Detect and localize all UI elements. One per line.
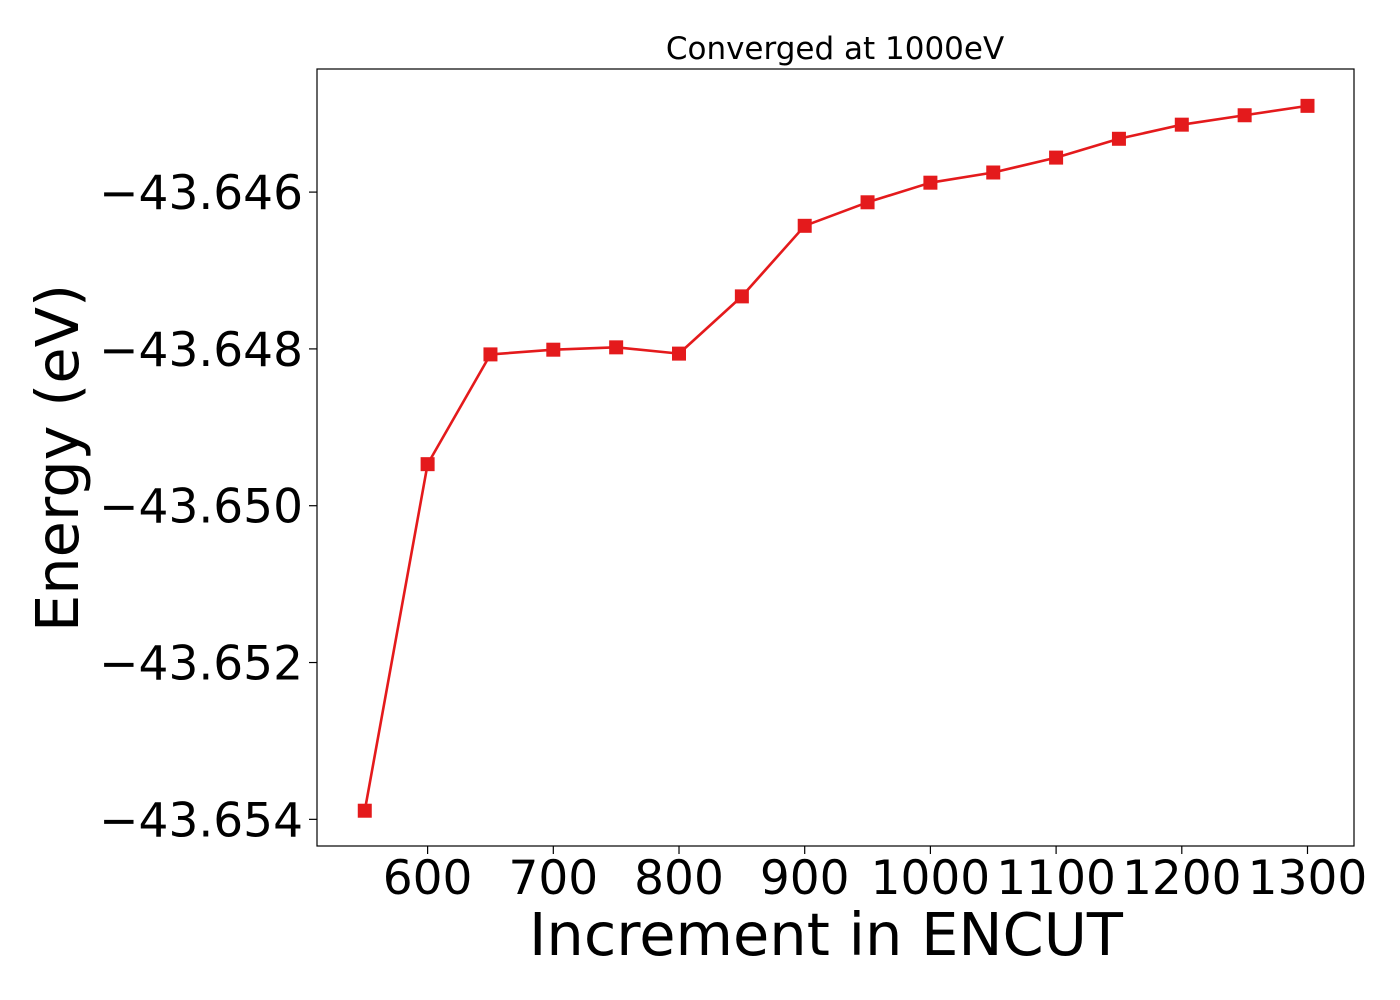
series-line xyxy=(363,104,1308,811)
data-point-marker xyxy=(1174,117,1189,132)
data-point-marker xyxy=(734,289,749,304)
plot-marks xyxy=(357,98,1315,818)
plot-frame xyxy=(316,68,1355,847)
data-point-marker xyxy=(1300,98,1315,113)
x-tick-label: 1100 xyxy=(996,851,1116,906)
data-point-marker xyxy=(1049,150,1064,165)
data-point-marker xyxy=(1111,131,1126,146)
data-point-marker xyxy=(483,347,498,362)
y-axis: −43.646 −43.648 −43.650 −43.652 −43.654 xyxy=(99,166,317,848)
y-tick-label: −43.646 xyxy=(99,166,303,221)
x-tick-label: 1200 xyxy=(1122,851,1242,906)
data-point-marker xyxy=(357,803,372,818)
data-point-marker xyxy=(420,457,435,472)
chart-title: Converged at 1000eV xyxy=(666,31,1004,67)
x-tick-label: 800 xyxy=(634,851,724,906)
y-tick-label: −43.652 xyxy=(99,637,303,692)
data-point-marker xyxy=(797,218,812,233)
x-tick-label: 1000 xyxy=(871,851,991,906)
y-tick-label: −43.650 xyxy=(99,480,303,535)
x-axis-title: Increment in ENCUT xyxy=(529,900,1124,969)
y-tick-label: −43.654 xyxy=(99,793,303,848)
x-tick-label: 1300 xyxy=(1248,851,1368,906)
data-point-marker xyxy=(1237,108,1252,123)
data-point-marker xyxy=(860,195,875,210)
y-tick-label: −43.648 xyxy=(99,323,303,378)
data-point-marker xyxy=(986,165,1001,180)
data-point-marker xyxy=(609,340,624,355)
y-axis-title: Energy (eV) xyxy=(23,284,92,632)
x-tick-label: 600 xyxy=(383,851,473,906)
data-point-marker xyxy=(672,346,687,361)
data-point-marker xyxy=(923,175,938,190)
x-tick-label: 700 xyxy=(508,851,598,906)
data-point-marker xyxy=(546,342,561,357)
x-axis: 600 700 800 900 1000 1100 1200 1300 xyxy=(383,846,1368,906)
x-tick-label: 900 xyxy=(760,851,850,906)
